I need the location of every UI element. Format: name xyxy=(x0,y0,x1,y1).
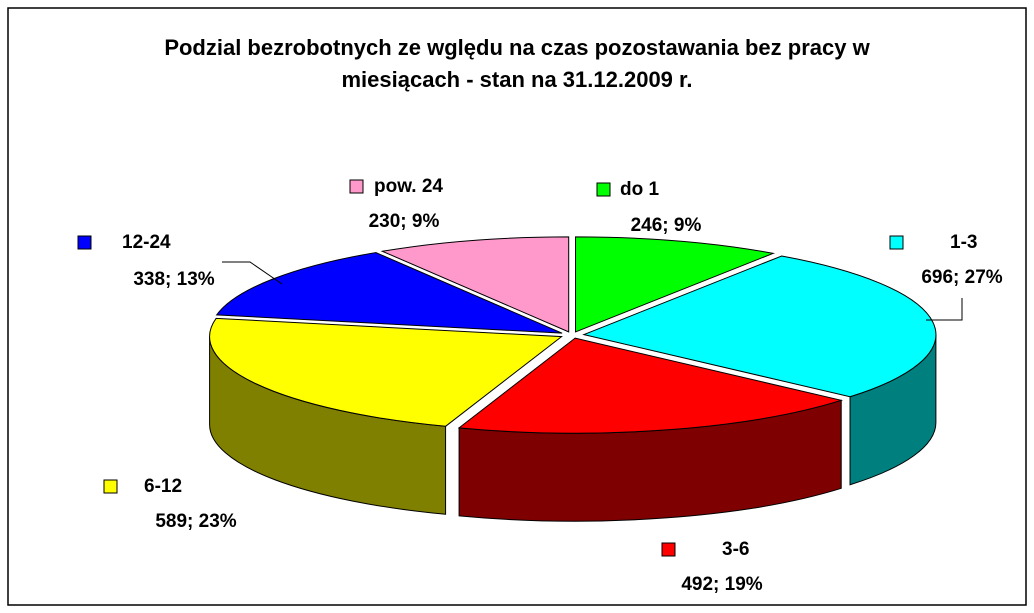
slice-label: 1-3 xyxy=(950,232,977,253)
leader-line xyxy=(926,298,963,321)
slice xyxy=(582,255,937,398)
value-label: 589; 23% xyxy=(155,511,236,532)
legend-key xyxy=(661,542,676,557)
slice xyxy=(457,337,844,434)
slice xyxy=(209,317,563,427)
slice xyxy=(575,236,776,333)
value-label: 246; 9% xyxy=(631,215,702,236)
legend-key xyxy=(596,182,611,197)
value-label: 696; 27% xyxy=(921,267,1002,288)
slice-label: 12-24 xyxy=(122,232,171,253)
legend-key xyxy=(103,479,118,494)
chart-title: Podzial bezrobotnych ze wględu na czas p… xyxy=(164,35,870,92)
slice-label: 6-12 xyxy=(144,476,182,497)
value-label: 492; 19% xyxy=(681,574,762,595)
slice-label: 3-6 xyxy=(722,539,749,560)
leader-line xyxy=(222,261,283,285)
slice-label: pow. 24 xyxy=(374,176,443,197)
value-label: 230; 9% xyxy=(369,211,440,232)
value-label: 338; 13% xyxy=(133,269,214,290)
slice xyxy=(380,236,570,333)
slice xyxy=(215,252,563,334)
labels: do 1 246; 9% 1-3 696; 27% 3-6 492; 19% 6-12 589… xyxy=(77,176,1003,595)
pie xyxy=(209,236,937,522)
legend-key xyxy=(889,235,904,250)
legend-key xyxy=(349,179,364,194)
slice-label: do 1 xyxy=(620,179,659,200)
legend-key xyxy=(77,235,92,250)
